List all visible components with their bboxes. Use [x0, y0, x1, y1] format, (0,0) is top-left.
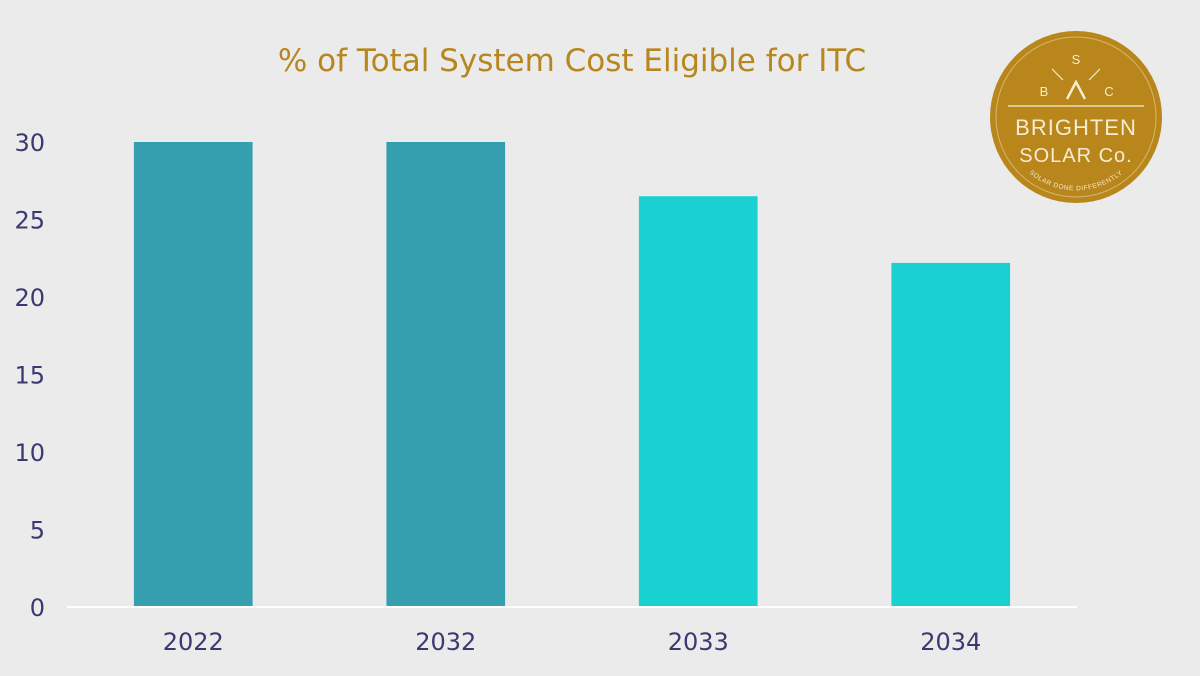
- bar-2034: [891, 262, 1011, 607]
- bar-2022: [133, 142, 253, 607]
- logo-badge: [990, 31, 1162, 203]
- y-tick-label: 15: [14, 362, 45, 390]
- x-tick-label: 2022: [163, 628, 224, 656]
- logo-line-solar: SOLAR Co.: [1019, 145, 1132, 167]
- chart-title: % of Total System Cost Eligible for ITC: [278, 43, 866, 79]
- y-tick-label: 10: [14, 439, 45, 467]
- logo-ray-left: [1051, 68, 1064, 81]
- logo-letter-c: C: [1104, 84, 1113, 99]
- y-tick-label: 0: [30, 594, 45, 622]
- x-tick-label: 2034: [920, 628, 981, 656]
- x-axis-ticks: 2022 2032 2033 2034: [163, 628, 982, 656]
- logo-peak-icon: [1065, 79, 1087, 100]
- bars-group: [133, 142, 1011, 607]
- logo-letter-b: B: [1040, 84, 1049, 99]
- y-tick-label: 25: [14, 207, 45, 235]
- y-tick-label: 30: [14, 129, 45, 157]
- logo-line-brighten: BRIGHTEN: [1015, 115, 1137, 140]
- y-tick-label: 5: [30, 517, 45, 545]
- logo-ray-right: [1088, 68, 1101, 81]
- bar-2032: [386, 142, 506, 607]
- brighten-solar-logo: S B C BRIGHTEN SOLAR Co. SOLAR DONE DIFF…: [990, 31, 1162, 203]
- bar-2033: [638, 196, 758, 607]
- x-tick-label: 2032: [415, 628, 476, 656]
- y-axis-ticks: 0 5 10 15 20 25 30: [14, 129, 45, 622]
- logo-inner-ring: [995, 36, 1157, 198]
- x-tick-label: 2033: [668, 628, 729, 656]
- y-tick-label: 20: [14, 284, 45, 312]
- logo-letter-s: S: [1072, 52, 1081, 67]
